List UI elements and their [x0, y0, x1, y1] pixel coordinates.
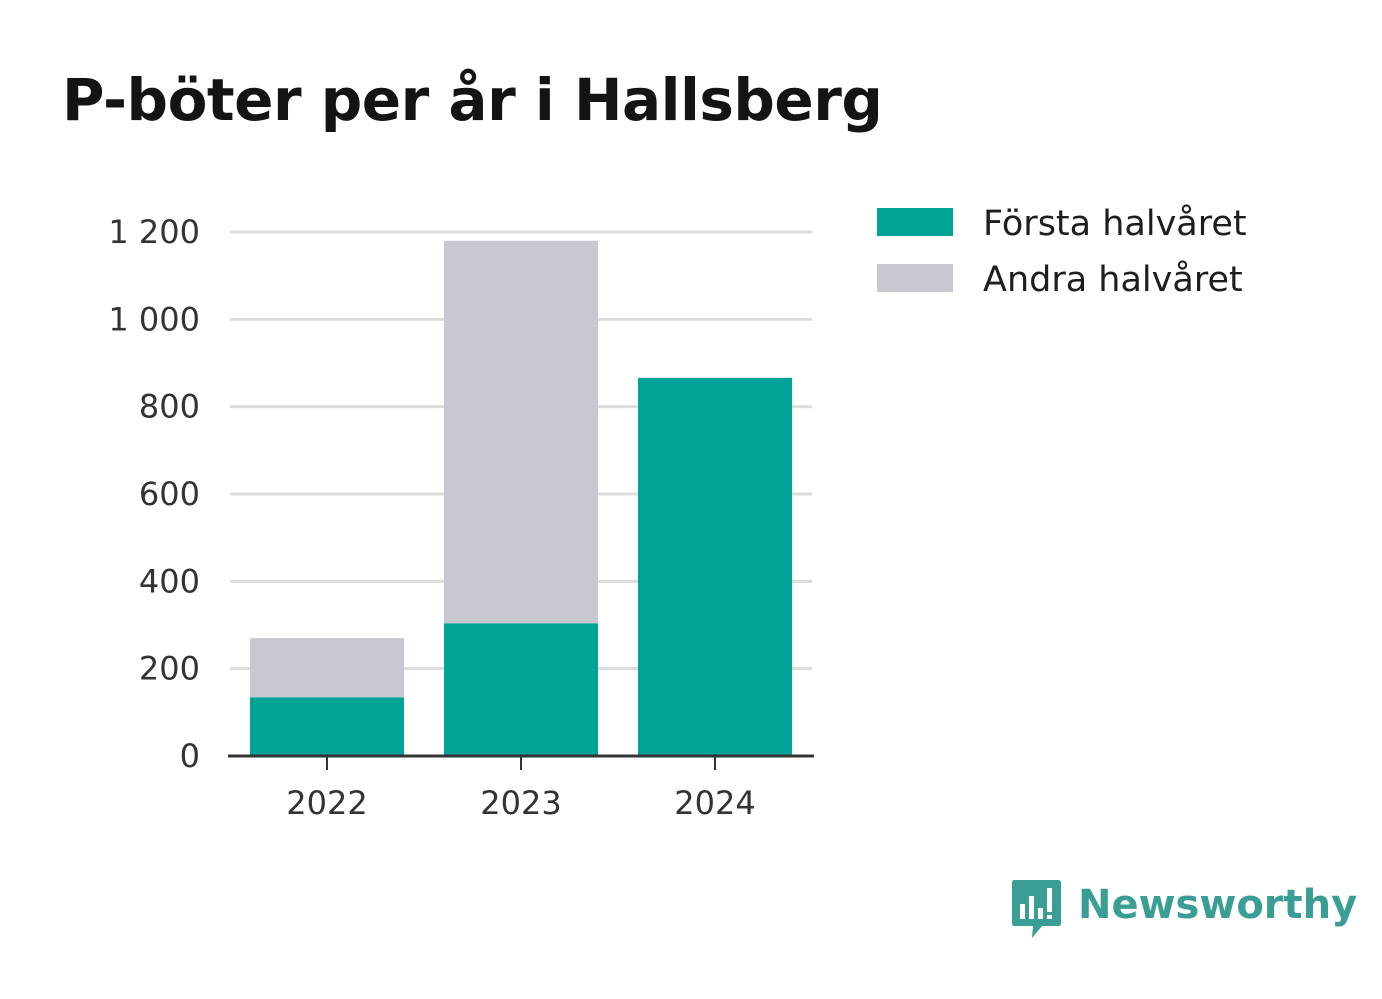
x-tick-label: 2023: [480, 784, 561, 822]
legend-swatch: [877, 208, 953, 236]
bar-2024-series-0: [638, 377, 792, 756]
y-tick-label: 400: [139, 562, 200, 600]
chart-title: P-böter per år i Hallsberg: [62, 66, 883, 134]
bar-2023-series-0: [444, 623, 598, 756]
bar-2022-series-1: [250, 638, 404, 698]
x-tick-label: 2024: [674, 784, 755, 822]
y-axis: 0 200 400 600 800 1 000 1 200: [108, 213, 200, 775]
legend: Första halvåret Andra halvåret: [877, 203, 1247, 300]
bars: [250, 240, 792, 756]
chat-bubble-bar-chart-icon: [1012, 880, 1061, 938]
y-tick-label: 1 200: [108, 213, 200, 251]
legend-swatch: [877, 264, 953, 292]
x-axis: 2022 2023 2024: [228, 754, 814, 822]
legend-label: Andra halvåret: [983, 259, 1243, 300]
bar-2022-series-0: [250, 697, 404, 756]
legend-label: Första halvåret: [983, 203, 1247, 244]
y-tick-label: 1 000: [108, 300, 200, 338]
x-tick-label: 2022: [286, 784, 367, 822]
y-tick-label: 600: [139, 475, 200, 513]
y-tick-label: 0: [180, 737, 200, 775]
bar-2023-series-1: [444, 240, 598, 624]
y-tick-label: 200: [139, 650, 200, 688]
newsworthy-logo: Newsworthy: [1012, 880, 1357, 938]
brand-name: Newsworthy: [1078, 882, 1357, 928]
y-tick-label: 800: [139, 388, 200, 426]
